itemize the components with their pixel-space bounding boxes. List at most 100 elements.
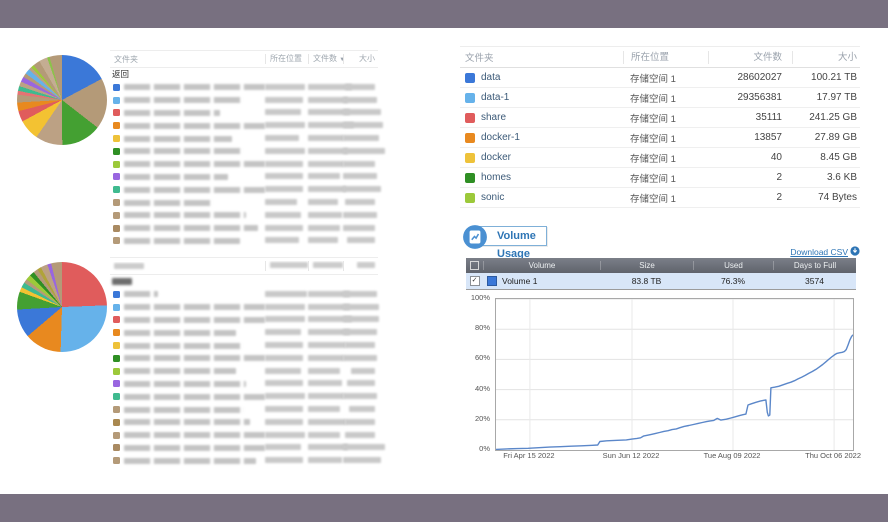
blurred-table-row[interactable] bbox=[110, 442, 385, 455]
blurred-size bbox=[343, 303, 379, 310]
blurred-file-count bbox=[308, 380, 342, 387]
volume-days-to-full: 3574 bbox=[805, 276, 824, 286]
left-folder-table-bottom bbox=[110, 257, 385, 467]
blurred-folder-name bbox=[124, 419, 250, 426]
blurred-table-row[interactable] bbox=[110, 416, 378, 429]
folder-color-icon bbox=[113, 173, 120, 181]
y-axis-tick: 60% bbox=[474, 353, 490, 363]
folder-location: 存储空间 1 bbox=[630, 113, 676, 125]
folder-color-icon bbox=[113, 367, 120, 375]
pie-chart-bottom[interactable] bbox=[17, 262, 107, 352]
blurred-table-row[interactable] bbox=[110, 352, 378, 365]
select-all-checkbox[interactable] bbox=[470, 261, 479, 270]
blurred-table-row[interactable] bbox=[110, 378, 378, 391]
folder-name: share bbox=[481, 112, 507, 123]
blurred-table-row[interactable] bbox=[110, 158, 378, 171]
blurred-folder-name bbox=[124, 186, 265, 193]
table-row[interactable]: data-1 存储空间 1 29356381 17.97 TB bbox=[460, 88, 860, 108]
download-icon[interactable] bbox=[850, 246, 860, 256]
blurred-table-row[interactable] bbox=[110, 183, 381, 196]
folder-color-icon bbox=[113, 444, 120, 452]
back-link-blurred[interactable] bbox=[112, 278, 132, 286]
blurred-table-row[interactable] bbox=[110, 196, 378, 209]
folder-color-icon bbox=[113, 83, 120, 91]
blurred-table-row[interactable] bbox=[110, 454, 381, 467]
blurred-table-row[interactable] bbox=[110, 314, 379, 327]
blurred-folder-name bbox=[124, 342, 242, 349]
back-link[interactable]: 返回 bbox=[112, 69, 130, 79]
blurred-folder-name bbox=[124, 109, 220, 116]
folder-size: 241.25 GB bbox=[809, 112, 857, 123]
blurred-size bbox=[347, 380, 375, 387]
blurred-table-row[interactable] bbox=[110, 429, 378, 442]
blurred-size bbox=[345, 342, 375, 349]
blurred-table-row[interactable] bbox=[110, 145, 385, 158]
blurred-table-row[interactable] bbox=[110, 403, 378, 416]
blurred-file-count bbox=[308, 211, 342, 218]
table-row[interactable]: docker 存储空间 1 40 8.45 GB bbox=[460, 148, 860, 168]
blurred-file-count bbox=[308, 342, 346, 349]
folder-file-count: 40 bbox=[770, 152, 782, 163]
volume-checkbox[interactable]: ✓ bbox=[469, 276, 480, 286]
blurred-table-row[interactable] bbox=[110, 94, 378, 107]
blurred-table-row[interactable] bbox=[110, 390, 378, 403]
blurred-folder-name bbox=[124, 84, 265, 91]
blurred-table-row[interactable] bbox=[110, 235, 378, 248]
blurred-location bbox=[265, 406, 303, 413]
table-row[interactable]: homes 存储空间 1 2 3.6 KB bbox=[460, 168, 860, 188]
blurred-location bbox=[265, 83, 305, 90]
blurred-table-row[interactable] bbox=[110, 326, 378, 339]
folder-file-count: 28602027 bbox=[737, 72, 783, 83]
folder-file-count: 13857 bbox=[754, 132, 782, 143]
blurred-table-row[interactable] bbox=[110, 301, 379, 314]
column-header-used: Used bbox=[693, 261, 773, 270]
folder-color-icon bbox=[113, 211, 120, 219]
blurred-folder-name bbox=[124, 135, 232, 142]
pie-chart-top[interactable] bbox=[17, 55, 107, 145]
blurred-table-row[interactable] bbox=[110, 209, 378, 222]
folder-color-icon bbox=[113, 354, 120, 362]
blurred-table-row[interactable] bbox=[110, 222, 378, 235]
blurred-file-count bbox=[308, 431, 340, 438]
blurred-table-row[interactable] bbox=[110, 365, 378, 378]
blurred-location bbox=[265, 316, 305, 323]
blurred-table-row[interactable] bbox=[110, 81, 378, 94]
blurred-location bbox=[265, 393, 305, 400]
folder-name: data-1 bbox=[481, 92, 510, 103]
folder-size: 8.45 GB bbox=[820, 152, 857, 163]
blurred-folder-name bbox=[124, 199, 212, 206]
blurred-table-row[interactable] bbox=[110, 288, 378, 301]
blurred-folder-name bbox=[124, 173, 228, 180]
folder-size: 17.97 TB bbox=[816, 92, 857, 103]
blurred-file-count bbox=[308, 83, 352, 90]
blurred-size bbox=[343, 393, 377, 400]
blurred-file-count bbox=[308, 406, 340, 413]
blurred-table-row[interactable] bbox=[110, 339, 378, 352]
blurred-location bbox=[265, 211, 301, 218]
blurred-folder-name bbox=[124, 406, 244, 413]
table-row[interactable]: sonic 存储空间 1 2 74 Bytes bbox=[460, 188, 860, 208]
blurred-folder-name bbox=[124, 291, 158, 298]
y-axis-tick: 20% bbox=[474, 413, 490, 423]
blurred-table-row[interactable] bbox=[110, 119, 383, 132]
column-header-size: 大小 bbox=[792, 50, 860, 64]
table-row[interactable]: share 存储空间 1 35111 241.25 GB bbox=[460, 108, 860, 128]
folder-size: 74 Bytes bbox=[818, 192, 857, 203]
blurred-file-count bbox=[308, 96, 348, 103]
download-csv-link[interactable]: Download CSV bbox=[790, 247, 848, 257]
blurred-table-row[interactable] bbox=[110, 132, 379, 145]
blurred-size bbox=[349, 406, 375, 413]
blurred-file-count bbox=[308, 135, 344, 142]
blurred-folder-name bbox=[124, 432, 265, 439]
column-header-filecount-sort[interactable]: 文件数 ▼ bbox=[308, 54, 343, 64]
folder-table-header: 文件夹 所在位置 文件数 大小 bbox=[460, 46, 860, 68]
blurred-table-row[interactable] bbox=[110, 107, 381, 120]
volume-usage-title: Volume Usage bbox=[476, 226, 547, 260]
blurred-size bbox=[343, 457, 381, 464]
blurred-location bbox=[265, 186, 303, 193]
table-row[interactable]: data 存储空间 1 28602027 100.21 TB bbox=[460, 68, 860, 88]
table-row[interactable]: docker-1 存储空间 1 13857 27.89 GB bbox=[460, 128, 860, 148]
blurred-file-count bbox=[308, 109, 350, 116]
blurred-table-row[interactable] bbox=[110, 171, 378, 184]
folder-size: 3.6 KB bbox=[826, 172, 857, 183]
